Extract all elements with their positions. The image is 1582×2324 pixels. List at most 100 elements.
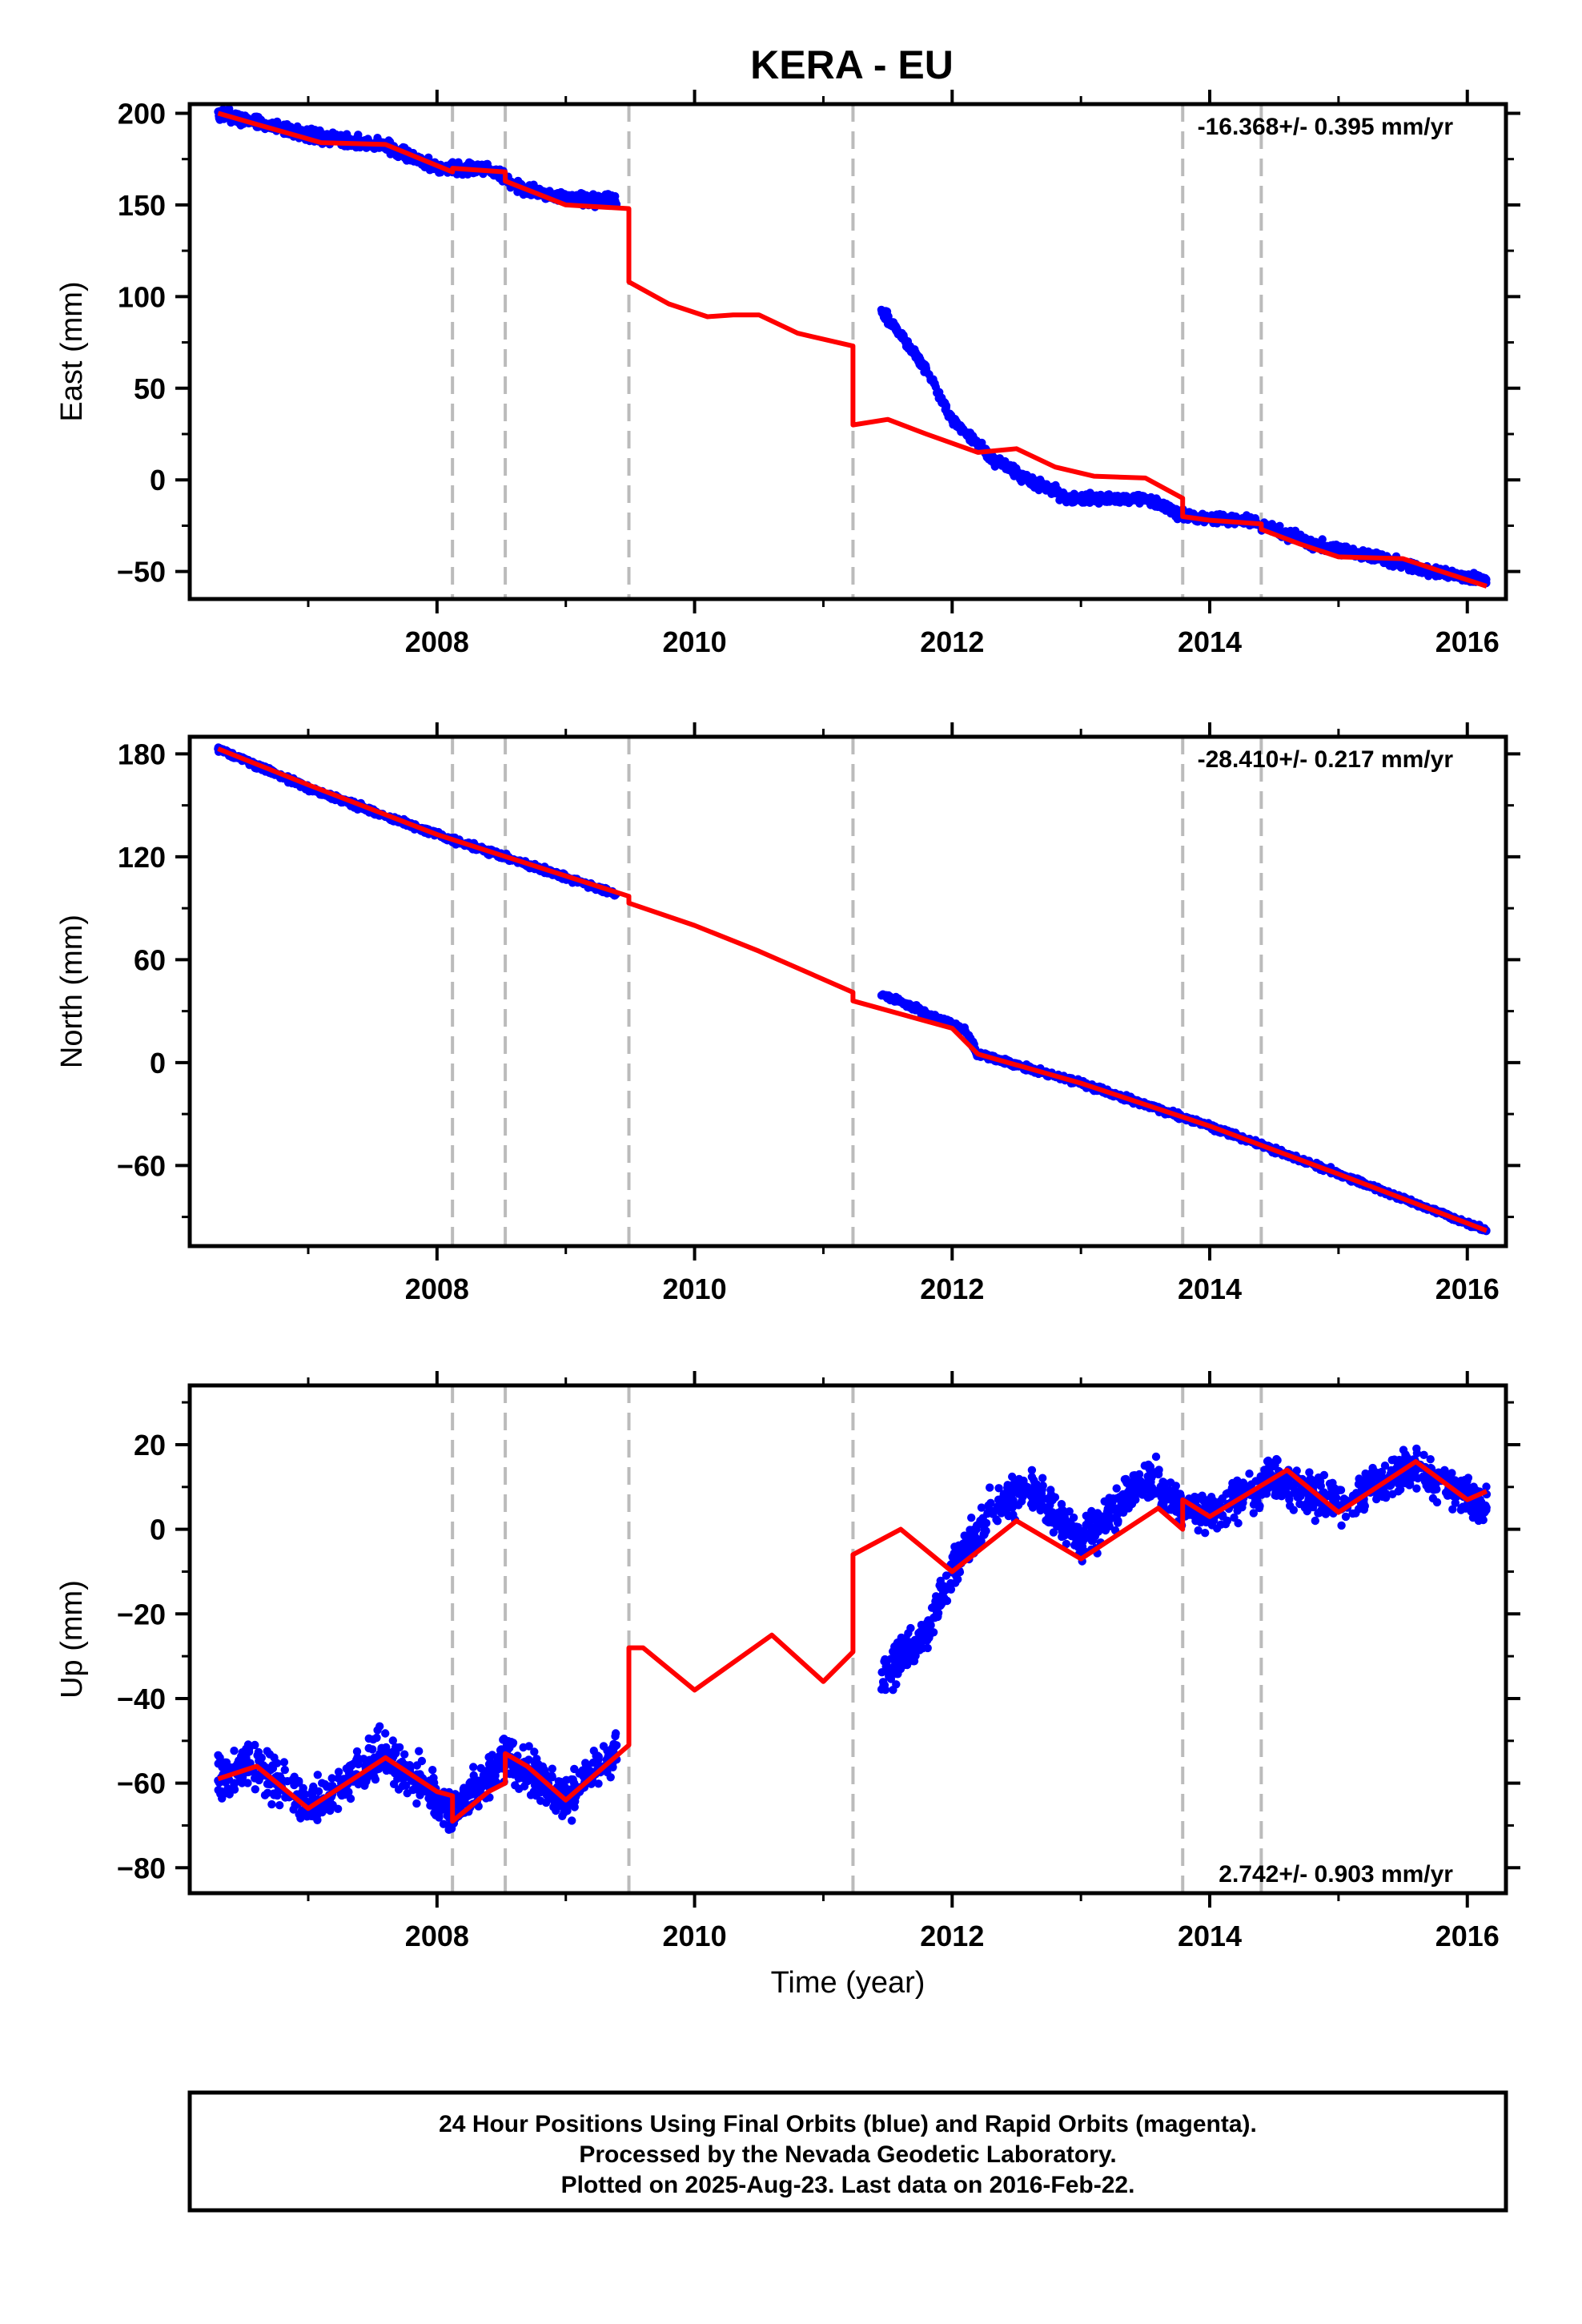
up-data-point: [594, 1779, 603, 1788]
east-data-point: [920, 360, 930, 369]
east-xtick-label: 2014: [1178, 625, 1242, 658]
up-data-point: [502, 1741, 512, 1750]
up-data-point: [251, 1785, 259, 1794]
east-data-point: [1478, 575, 1487, 584]
up-data-point: [467, 1790, 476, 1799]
east-data-point: [1001, 462, 1010, 472]
up-data-point: [486, 1771, 495, 1780]
east-data-point: [297, 126, 306, 135]
north-ytick-label: 180: [118, 738, 166, 770]
up-data-point: [334, 1767, 343, 1776]
up-data-point: [611, 1731, 620, 1741]
up-data-point: [290, 1772, 299, 1781]
up-data-point: [412, 1780, 422, 1790]
east-data-point: [965, 434, 974, 443]
up-data-point: [520, 1774, 529, 1783]
east-data-point: [1251, 514, 1260, 523]
up-data-point: [275, 1772, 284, 1781]
up-data-point: [460, 1783, 468, 1792]
north-data-point: [913, 1005, 922, 1015]
up-data-point: [570, 1764, 579, 1774]
up-data-point: [368, 1745, 377, 1754]
east-data-point: [1092, 495, 1101, 505]
east-data-point: [879, 309, 888, 319]
up-data-point: [486, 1764, 495, 1773]
up-data-point: [483, 1781, 492, 1791]
east-data-point: [974, 442, 983, 452]
up-data-point: [295, 1810, 303, 1819]
up-data-point: [375, 1722, 384, 1731]
east-data-point: [1066, 496, 1074, 505]
up-data-point: [426, 1801, 435, 1810]
east-model-line: [217, 111, 1488, 589]
up-data-point: [265, 1750, 275, 1759]
north-ylabel: North (mm): [55, 915, 89, 1068]
up-data-point: [275, 1801, 284, 1810]
up-data-point: [352, 1755, 361, 1764]
up-data-point: [267, 1799, 276, 1809]
east-data-point: [404, 155, 412, 164]
up-data-point: [263, 1788, 272, 1797]
north-xtick-label: 2014: [1178, 1273, 1242, 1305]
up-data-point: [548, 1764, 556, 1773]
up-data-point: [484, 1753, 493, 1762]
up-data-point: [313, 1815, 322, 1824]
north-xtick-label: 2010: [663, 1273, 727, 1305]
north-data-point: [934, 1015, 944, 1024]
up-data-point: [469, 1763, 478, 1771]
up-data-point: [346, 1794, 355, 1803]
up-data-point: [333, 1804, 343, 1813]
up-data-point: [557, 1800, 566, 1809]
up-data-point: [347, 1760, 355, 1770]
up-data-point: [352, 1747, 362, 1756]
up-data-point: [416, 1791, 424, 1799]
up-data-point: [552, 1806, 560, 1815]
east-data-point: [990, 453, 998, 462]
up-data-point: [244, 1747, 254, 1756]
up-data-point: [323, 1783, 331, 1791]
up-data-point: [435, 1810, 444, 1819]
east-rate-label: -16.368+/- 0.395 mm/yr: [1198, 114, 1454, 140]
chart-title: KERA - EU: [750, 42, 954, 87]
north-data-point: [891, 995, 901, 1004]
east-ytick-label: 200: [118, 97, 166, 130]
up-data-point: [593, 1751, 602, 1760]
up-data-point: [388, 1736, 397, 1745]
north-rate-label: -28.410+/- 0.217 mm/yr: [1198, 746, 1454, 773]
east-data-point: [1008, 465, 1018, 475]
up-data-point: [231, 1779, 239, 1787]
up-data-point: [542, 1791, 551, 1799]
up-data-point: [362, 1777, 371, 1786]
up-data-point: [391, 1749, 400, 1758]
up-data-point: [263, 1779, 272, 1788]
east-data-point: [972, 436, 981, 445]
up-data-point: [401, 1781, 411, 1790]
up-data-point: [327, 1774, 336, 1783]
up-data-point: [511, 1781, 520, 1790]
up-data-point: [532, 1758, 541, 1767]
up-data-point: [509, 1770, 518, 1779]
east-data-point: [1165, 501, 1174, 510]
east-data-point: [454, 158, 463, 167]
north-data-point: [884, 992, 893, 1002]
east-ytick-label: 50: [134, 372, 166, 405]
east-data-point: [950, 415, 960, 424]
east-data-point: [576, 195, 585, 203]
east-data-point: [394, 152, 403, 162]
east-data-point: [1342, 545, 1351, 554]
up-data-point: [439, 1819, 448, 1828]
east-data-point: [341, 132, 351, 141]
up-data-point: [609, 1739, 618, 1748]
north-ytick-label: 120: [118, 841, 166, 874]
up-data-point: [608, 1763, 617, 1771]
east-data-point: [901, 340, 911, 348]
east-ytick-label: 100: [118, 280, 166, 313]
up-data-point: [223, 1763, 232, 1772]
up-data-point: [542, 1798, 551, 1807]
up-data-point: [307, 1811, 315, 1820]
up-data-point: [428, 1766, 437, 1775]
east-data-point: [1074, 496, 1084, 505]
up-data-point: [223, 1784, 232, 1793]
north-xtick-label: 2008: [405, 1273, 469, 1305]
